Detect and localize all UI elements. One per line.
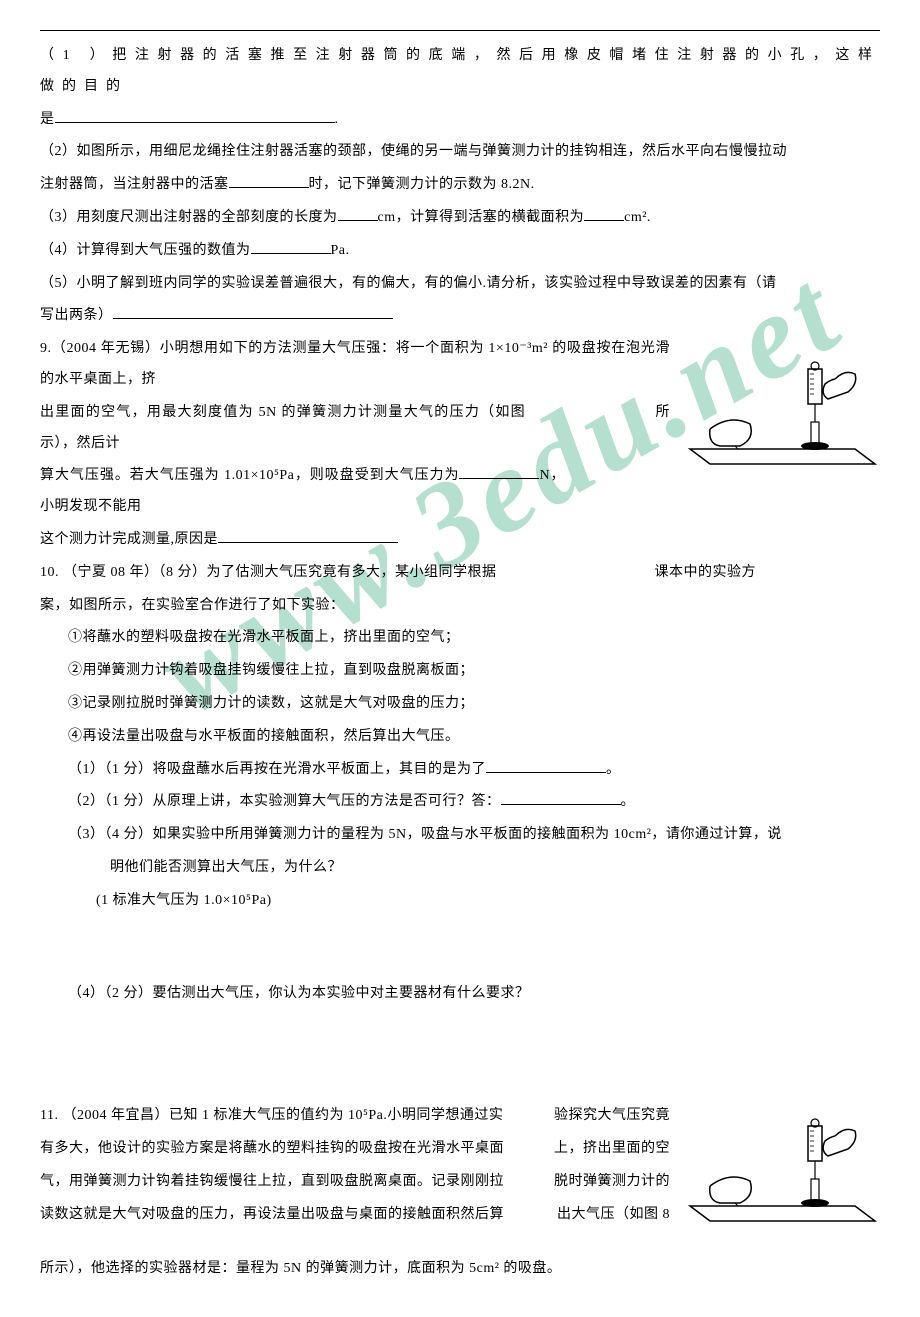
blank-input[interactable]	[251, 240, 331, 254]
q9-text-a: 出里面的空气，用最大刻度值为 5N 的弹簧测力计测量大气的压力（如图	[40, 405, 526, 420]
q5-line1: （5）小明了解到班内同学的实验误差普遍很大，有的偏大，有的偏小.请分析，该实验过…	[40, 269, 880, 300]
q11-d: 上，挤出里面的空	[554, 1134, 670, 1165]
q9-text-f: 这个测力计完成测量,原因是	[40, 532, 218, 547]
q10-sub1-b: 。	[606, 762, 621, 777]
q11-section: 11. （2004 年宜昌）已知 1 标准大气压的值约为 10⁵Pa.小明同学想…	[40, 1101, 880, 1285]
q1-line2: 是.	[40, 105, 880, 136]
q2-text-b: 时，记下弹簧测力计的示数为 8.2N.	[309, 177, 535, 192]
q11-figure	[680, 1111, 880, 1254]
q11-line5: 所示），他选择的实验器材是：量程为 5N 的弹簧测力计，底面积为 5cm² 的吸…	[40, 1254, 880, 1285]
q5-line2: 写出两条）	[40, 301, 880, 332]
q10-line1: 10. （宁夏 08 年）（8 分）为了估测大气压究竟有多大，某小组同学根据 课…	[40, 558, 880, 589]
spacer	[40, 1071, 880, 1101]
blank-input[interactable]	[486, 759, 606, 773]
q4-line: （4）计算得到大气压强的数值为 Pa.	[40, 236, 880, 267]
q9-figure	[680, 354, 880, 497]
blank-input[interactable]	[338, 207, 378, 221]
q5-text-a: 写出两条）	[40, 308, 113, 323]
blank-input[interactable]	[113, 305, 393, 319]
document-content: （1 ）把注射器的活塞推至注射器筒的底端，然后用橡皮帽堵住注射器的小孔，这样做的…	[40, 30, 880, 1285]
top-border	[40, 30, 880, 31]
q9-section: 9.（2004 年无锡）小明想用如下的方法测量大气压强：将一个面积为 1×10⁻…	[40, 334, 880, 558]
blank-input[interactable]	[584, 207, 624, 221]
blank-input[interactable]	[459, 465, 539, 479]
q1-line2-end: .	[335, 112, 339, 127]
suction-cup-figure-icon	[680, 354, 880, 484]
q11-f: 脱时弹簧测力计的	[554, 1167, 670, 1198]
q9-line4: 这个测力计完成测量,原因是	[40, 525, 880, 556]
blank-input[interactable]	[55, 109, 335, 123]
q11-g: 读数这就是大气对吸盘的压力，再设法量出吸盘与桌面的接触面积然后算	[40, 1207, 504, 1222]
q10-note: (1 标准大气压为 1.0×10⁵Pa)	[40, 886, 880, 917]
q11-e: 气，用弹簧测力计钩着挂钩缓慢往上拉，直到吸盘脱离桌面。记录刚刚拉	[40, 1174, 504, 1189]
q4-text-a: （4）计算得到大气压强的数值为	[40, 243, 251, 258]
q10-text-a: 10. （宁夏 08 年）（8 分）为了估测大气压究竟有多大，某小组同学根据	[40, 565, 497, 580]
q10-sub2: （2）（1 分）从原理上讲，本实验测算大气压的方法是否可行？答： 。	[40, 787, 880, 818]
blank-input[interactable]	[218, 529, 398, 543]
spacer	[40, 1011, 880, 1071]
q10-line2: 案，如图所示，在实验室合作进行了如下实验：	[40, 591, 880, 622]
q10-sub1-a: （1）（1 分）将吸盘蘸水后再按在光滑水平板面上，其目的是为了	[68, 762, 486, 777]
q11-c: 有多大，他设计的实验方案是将蘸水的塑料挂钩的吸盘按在光滑水平桌面	[40, 1141, 504, 1156]
spacer	[40, 919, 880, 979]
q3-text-a: （3）用刻度尺测出注射器的全部刻度的长度为	[40, 210, 338, 225]
blank-input[interactable]	[501, 791, 621, 805]
blank-input[interactable]	[229, 174, 309, 188]
q10-sub3a: （3）（4 分）如果实验中所用弹簧测力计的量程为 5N，吸盘与水平板面的接触面积…	[40, 820, 880, 851]
q1-line1: （1 ）把注射器的活塞推至注射器筒的底端，然后用橡皮帽堵住注射器的小孔，这样做的…	[40, 41, 880, 103]
q2-text-a: 注射器筒，当注射器中的活塞	[40, 177, 229, 192]
q10-step4: ④再设法量出吸盘与水平板面的接触面积，然后算出大气压。	[40, 722, 880, 753]
q10-sub3b: 明他们能否测算出大气压，为什么？	[40, 853, 880, 884]
q3-text-b: cm，计算得到活塞的横截面积为	[378, 210, 585, 225]
q2-line1: （2）如图所示，用细尼龙绳拴住注射器活塞的颈部，使绳的另一端与弹簧测力计的挂钩相…	[40, 137, 880, 168]
suction-cup-figure-icon	[680, 1111, 880, 1241]
q1-line2-text: 是	[40, 112, 55, 127]
q3-text-c: cm².	[624, 210, 651, 225]
q11-a: 11. （2004 年宜昌）已知 1 标准大气压的值约为 10⁵Pa.小明同学想…	[40, 1108, 503, 1123]
q11-b: 验探究大气压究竟	[554, 1101, 670, 1132]
q10-sub4: （4）（2 分）要估测出大气压，你认为本实验中对主要器材有什么要求？	[40, 979, 880, 1010]
q10-sub1: （1）（1 分）将吸盘蘸水后再按在光滑水平板面上，其目的是为了 。	[40, 755, 880, 786]
q10-step3: ③记录刚拉脱时弹簧测力计的读数，这就是大气对吸盘的压力；	[40, 689, 880, 720]
q4-text-b: Pa.	[331, 243, 350, 258]
q10-sub2-b: 。	[621, 794, 636, 809]
q9-text-e: 小明发现不能用	[40, 499, 142, 514]
q9-text-c: 算大气压强。若大气压强为 1.01×10⁵Pa，则吸盘受到大气压力为	[40, 468, 459, 483]
q11-h: 出大气压（如图 8	[557, 1200, 670, 1231]
q3-line: （3）用刻度尺测出注射器的全部刻度的长度为 cm，计算得到活塞的横截面积为 cm².	[40, 203, 880, 234]
q10-sub2-a: （2）（1 分）从原理上讲，本实验测算大气压的方法是否可行？答：	[68, 794, 501, 809]
q9-text-d: N，	[539, 468, 565, 483]
q10-step2: ②用弹簧测力计钩着吸盘挂钩缓慢往上拉，直到吸盘脱离板面；	[40, 656, 880, 687]
q10-step1: ①将蘸水的塑料吸盘按在光滑水平板面上，挤出里面的空气；	[40, 623, 880, 654]
q2-line2: 注射器筒，当注射器中的活塞 时，记下弹簧测力计的示数为 8.2N.	[40, 170, 880, 201]
q10-text-b: 课本中的实验方	[655, 565, 757, 580]
